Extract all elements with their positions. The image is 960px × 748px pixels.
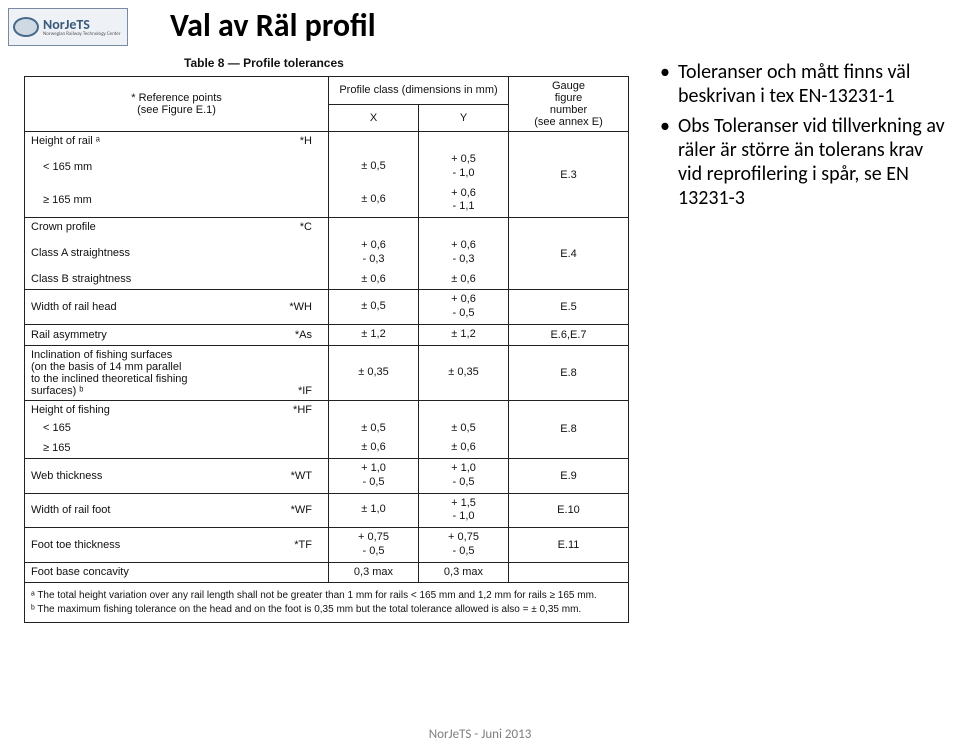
cell-ref: Foot toe thickness*TF	[25, 528, 329, 563]
logo-main: NorJeTS	[43, 18, 121, 32]
cell-ref: Width of rail foot*WF	[25, 493, 329, 528]
page-footer: NorJeTS - Juni 2013	[0, 727, 960, 742]
cell-x: 0,3 max	[329, 562, 419, 583]
cell-ref: Inclination of fishing surfaces (on the …	[25, 345, 329, 400]
cell-x: ± 0,35	[329, 345, 419, 400]
bullet-list: Toleranser och mått finns väl beskrivan …	[660, 60, 950, 210]
cell-gauge: E.11	[509, 528, 629, 563]
cell-sub: ≥ 165 mm	[25, 184, 329, 218]
cell-sub: < 165 mm	[25, 150, 329, 184]
cell-ref: Foot base concavity	[25, 562, 329, 583]
bullet-list-region: Toleranser och mått finns väl beskrivan …	[660, 60, 950, 216]
cell-gauge: E.8	[509, 400, 629, 459]
cell-ref: Crown profile*C	[25, 218, 329, 237]
tolerance-table: * Reference points (see Figure E.1) Prof…	[24, 76, 629, 583]
head-x: X	[329, 104, 419, 132]
logo: NorJeTS Norwegian Railway Technology Cen…	[8, 8, 128, 46]
cell-sub: < 165	[25, 419, 329, 439]
cell-x: + 0,75 - 0,5	[329, 528, 419, 563]
cell-gauge: E.6,E.7	[509, 324, 629, 345]
cell-gauge: E.8	[509, 345, 629, 400]
cell-gauge: E.9	[509, 459, 629, 494]
cell-y: ± 0,6	[419, 270, 509, 290]
head-y: Y	[419, 104, 509, 132]
cell-x: ± 1,0	[329, 493, 419, 528]
cell-ref: Class B straightness	[25, 270, 329, 290]
cell-sub: ≥ 165	[25, 438, 329, 458]
cell-y: + 1,0 - 0,5	[419, 459, 509, 494]
cell-gauge: E.3	[509, 132, 629, 218]
logo-icon	[13, 17, 39, 37]
cell-ref: Web thickness*WT	[25, 459, 329, 494]
bullet-item: Obs Toleranser vid tillverkning av räler…	[660, 114, 950, 210]
cell-ref: Height of rail ᵃ*H	[25, 132, 329, 151]
cell-x: + 1,0 - 0,5	[329, 459, 419, 494]
bullet-item: Toleranser och mått finns väl beskrivan …	[660, 60, 950, 108]
cell-gauge: E.10	[509, 493, 629, 528]
cell-y: + 0,6 - 0,5	[419, 290, 509, 325]
table-cell: ± 0,6	[329, 184, 419, 218]
cell-x: ± 0,6	[329, 270, 419, 290]
tolerance-table-region: Table 8 — Profile tolerances * Reference…	[24, 56, 629, 623]
cell-gauge	[509, 562, 629, 583]
cell-x: ± 0,5	[329, 290, 419, 325]
footnote-b: ᵇ The maximum fishing tolerance on the h…	[31, 604, 622, 615]
head-gauge: Gauge figure number (see annex E)	[509, 77, 629, 132]
cell-ref: Class A straightness	[25, 236, 329, 270]
cell-gauge: E.4	[509, 218, 629, 290]
cell-y: ± 0,5	[419, 419, 509, 439]
cell-y: + 0,75 - 0,5	[419, 528, 509, 563]
table-footnotes: ᵃ The total height variation over any ra…	[24, 583, 629, 623]
table-cell: ± 0,5	[329, 150, 419, 184]
footnote-a: ᵃ The total height variation over any ra…	[31, 590, 622, 601]
page-title: Val av Räl profil	[170, 6, 376, 45]
cell-x: ± 1,2	[329, 324, 419, 345]
cell-y: + 0,6 - 0,3	[419, 236, 509, 270]
cell-y: 0,3 max	[419, 562, 509, 583]
cell-ref: Rail asymmetry*As	[25, 324, 329, 345]
head-profile: Profile class (dimensions in mm)	[329, 77, 509, 105]
table-caption: Table 8 — Profile tolerances	[184, 56, 629, 70]
cell-x: ± 0,5	[329, 419, 419, 439]
cell-x: + 0,6 - 0,3	[329, 236, 419, 270]
table-head: * Reference points (see Figure E.1) Prof…	[25, 77, 629, 132]
cell-y: ± 1,2	[419, 324, 509, 345]
cell-x: ± 0,6	[329, 438, 419, 458]
table-body: Height of rail ᵃ*HE.3< 165 mm± 0,5+ 0,5 …	[25, 132, 629, 583]
cell-gauge: E.5	[509, 290, 629, 325]
logo-text: NorJeTS Norwegian Railway Technology Cen…	[43, 18, 121, 37]
cell-ref: Width of rail head*WH	[25, 290, 329, 325]
head-ref: * Reference points (see Figure E.1)	[25, 77, 329, 132]
table-cell: + 0,6 - 1,1	[419, 184, 509, 218]
table-cell: + 0,5 - 1,0	[419, 150, 509, 184]
logo-sub: Norwegian Railway Technology Center	[43, 32, 121, 37]
cell-y: + 1,5 - 1,0	[419, 493, 509, 528]
cell-y: ± 0,6	[419, 438, 509, 458]
cell-ref: Height of fishing*HF	[25, 400, 329, 419]
cell-y: ± 0,35	[419, 345, 509, 400]
